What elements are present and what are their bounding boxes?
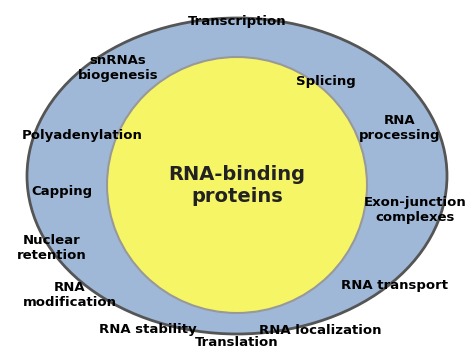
Ellipse shape <box>27 18 447 334</box>
Text: Exon-junction
complexes: Exon-junction complexes <box>364 196 466 224</box>
Text: RNA transport: RNA transport <box>341 278 448 291</box>
Text: RNA
processing: RNA processing <box>359 114 441 142</box>
Text: Polyadenylation: Polyadenylation <box>21 128 143 142</box>
Text: RNA-binding
proteins: RNA-binding proteins <box>168 164 306 206</box>
Text: Transcription: Transcription <box>188 15 286 29</box>
Text: RNA
modification: RNA modification <box>23 281 117 309</box>
Text: RNA localization: RNA localization <box>259 323 381 337</box>
Text: Nuclear
retention: Nuclear retention <box>17 234 87 262</box>
Text: Capping: Capping <box>31 186 92 199</box>
Ellipse shape <box>107 57 367 313</box>
Text: Translation: Translation <box>195 335 279 348</box>
Text: RNA stability: RNA stability <box>99 323 197 337</box>
Text: Splicing: Splicing <box>296 75 356 88</box>
Text: snRNAs
biogenesis: snRNAs biogenesis <box>78 54 158 82</box>
